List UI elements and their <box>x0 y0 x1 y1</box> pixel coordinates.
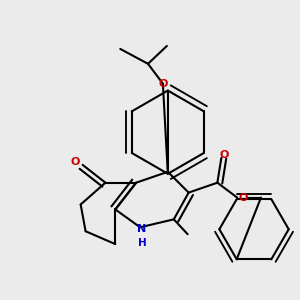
Text: O: O <box>158 79 168 88</box>
Text: O: O <box>238 193 248 202</box>
Text: O: O <box>220 150 229 160</box>
Text: N: N <box>137 224 147 234</box>
Text: H: H <box>138 238 146 248</box>
Text: O: O <box>70 157 80 167</box>
